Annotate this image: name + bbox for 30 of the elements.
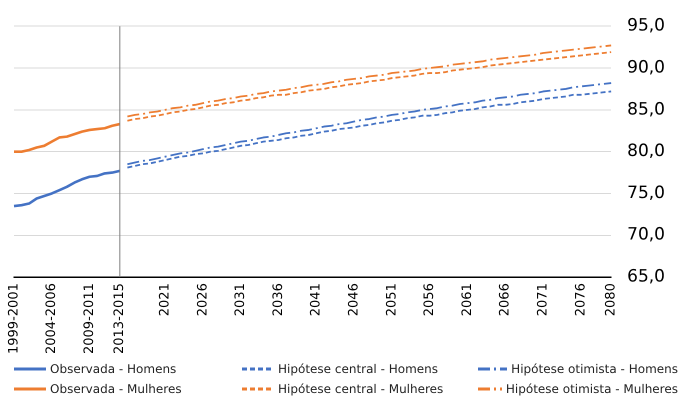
- x-tick-label: 2004-2006: [44, 283, 60, 354]
- x-tick-label: 2066: [498, 283, 513, 316]
- x-tick-label: 2080: [604, 283, 619, 316]
- y-tick-label: 65,0: [627, 266, 666, 287]
- x-tick-label: 2056: [422, 283, 438, 316]
- legend-label: Hipótese central - Mulheres: [278, 382, 444, 396]
- x-tick-label: 2051: [384, 283, 400, 316]
- x-tick-label: 2041: [308, 283, 324, 316]
- legend-label: Observada - Homens: [50, 362, 176, 376]
- x-tick-label: 2036: [270, 283, 286, 316]
- x-tick-label: 1999-2001: [6, 283, 22, 354]
- x-tick-label: 2046: [346, 283, 362, 316]
- x-tick-label: 2061: [460, 283, 475, 316]
- legend-label: Hipótese otimista - Homens: [511, 362, 678, 376]
- x-tick-label: 2021: [158, 283, 173, 316]
- legend-label: Hipótese central - Homens: [278, 362, 438, 376]
- legend-label: Observada - Mulheres: [50, 382, 182, 396]
- y-tick-label: 90,0: [627, 57, 666, 78]
- legend-label: Hipótese otimista - Mulheres: [506, 382, 678, 396]
- y-tick-label: 95,0: [627, 16, 666, 36]
- y-tick-label: 70,0: [627, 224, 666, 245]
- x-tick-label: 2026: [195, 283, 210, 316]
- x-tick-label: 2009-2011: [82, 283, 97, 354]
- y-tick-label: 75,0: [627, 182, 666, 203]
- y-tick-label: 80,0: [627, 141, 666, 162]
- x-tick-label: 2013-2015: [112, 283, 128, 354]
- x-tick-label: 2076: [573, 283, 588, 316]
- y-tick-label: 85,0: [627, 99, 666, 120]
- x-tick-label: 2071: [535, 283, 550, 316]
- x-tick-label: 2031: [233, 283, 248, 316]
